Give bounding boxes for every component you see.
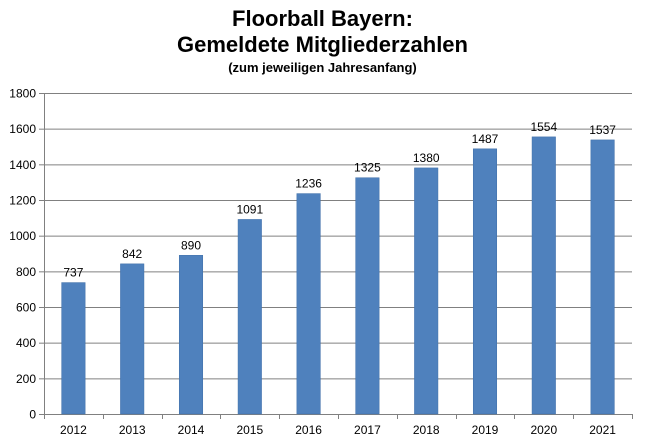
axis-layer [39,93,633,419]
chart-subtitle: (zum jeweiligen Jahresanfang) [228,60,417,75]
y-tick-label-400: 400 [16,336,36,350]
x-tick-label-2016: 2016 [295,423,322,437]
data-label-2020: 1554 [530,120,557,134]
bar-2019 [472,148,498,415]
data-label-2018: 1380 [413,151,440,165]
x-tick-label-2018: 2018 [413,423,440,437]
y-tick-label-1800: 1800 [9,87,36,101]
chart-title-line-1: Floorball Bayern: [232,6,413,31]
bar-2021 [590,139,615,415]
bar-2016 [296,193,321,415]
data-label-2012: 737 [63,266,83,280]
y-tick-label-800: 800 [16,265,36,279]
bar-2013 [120,263,145,415]
y-tick-label-200: 200 [16,372,36,386]
data-label-2019: 1487 [472,132,499,146]
data-label-2015: 1091 [236,202,263,216]
data-label-2021: 1537 [589,123,616,137]
bar-2014 [178,255,204,415]
data-label-2014: 890 [181,238,201,252]
x-tick-label-2020: 2020 [530,423,557,437]
x-tick-label-2013: 2013 [119,423,146,437]
x-tick-label-2017: 2017 [354,423,381,437]
y-tick-label-1400: 1400 [9,158,36,172]
bar-2018 [414,167,439,415]
bar-2015 [237,219,262,415]
chart-title-line-2: Gemeldete Mitgliederzahlen [177,32,468,57]
y-tick-label-600: 600 [16,301,36,315]
bar-2017 [355,177,380,415]
chart-title-block: Floorball Bayern: Gemeldete Mitgliederza… [0,6,645,77]
data-label-layer: 737 842 890 1091 1236 1325 1380 1487 1554 1537 [63,120,616,280]
bar-2020 [531,136,556,415]
data-label-2017: 1325 [354,161,381,175]
bar-2012 [61,282,86,415]
x-tick-label-2021: 2021 [589,423,616,437]
y-tick-label-1600: 1600 [9,122,36,136]
x-tick-label-2015: 2015 [236,423,263,437]
data-label-2016: 1236 [295,177,322,191]
x-tick-label-2012: 2012 [60,423,87,437]
tick-label-layer: 0 200 400 600 800 1000 1200 1400 1600 1800 2012 201… [9,87,616,438]
y-tick-label-1200: 1200 [9,194,36,208]
x-tick-label-2019: 2019 [472,423,499,437]
y-tick-label-0: 0 [29,408,36,422]
bar-layer [61,136,615,415]
x-tick-label-2014: 2014 [178,423,205,437]
y-tick-label-1000: 1000 [9,229,36,243]
data-label-2013: 842 [122,247,142,261]
